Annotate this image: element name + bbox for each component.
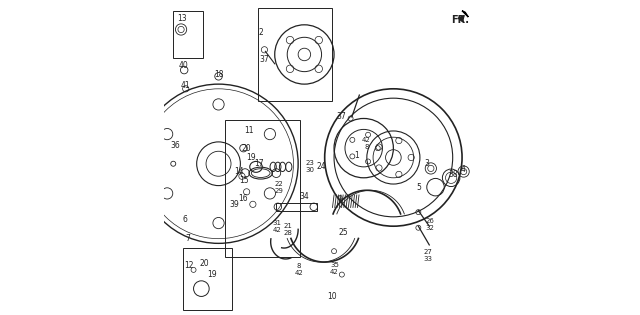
Text: 16: 16	[238, 194, 248, 203]
Text: 34: 34	[300, 192, 309, 201]
Text: 12: 12	[184, 261, 194, 270]
Text: 13: 13	[177, 14, 187, 23]
Text: 36: 36	[171, 140, 180, 150]
Text: 35
42: 35 42	[330, 262, 339, 275]
Text: 23
30: 23 30	[305, 160, 314, 173]
Text: 20: 20	[242, 144, 252, 153]
Text: 3: 3	[424, 159, 429, 168]
Text: 37: 37	[337, 112, 346, 121]
Bar	[173, 11, 203, 58]
Text: 38: 38	[448, 170, 458, 179]
Text: FR.: FR.	[451, 15, 469, 25]
Text: 6: 6	[182, 215, 188, 225]
Text: 40: 40	[179, 61, 189, 70]
Bar	[183, 248, 232, 311]
Text: 11: 11	[244, 126, 254, 135]
Text: 9: 9	[337, 195, 342, 204]
Bar	[225, 120, 300, 257]
Text: 15: 15	[239, 176, 248, 186]
Text: 19: 19	[207, 270, 217, 279]
Text: 4: 4	[461, 165, 465, 175]
Text: 5: 5	[417, 183, 422, 192]
Text: 2: 2	[258, 28, 263, 37]
Polygon shape	[462, 11, 468, 17]
Text: 1: 1	[354, 152, 358, 160]
Text: 26
32: 26 32	[426, 218, 435, 231]
Text: 20: 20	[200, 259, 209, 268]
Text: 41: 41	[181, 81, 191, 90]
Text: 25: 25	[338, 228, 348, 237]
Text: 37: 37	[260, 54, 269, 64]
Text: 10: 10	[327, 292, 337, 301]
Text: 31
42: 31 42	[273, 220, 282, 233]
Bar	[257, 8, 333, 101]
Bar	[276, 203, 317, 211]
Text: 21
28: 21 28	[284, 223, 292, 236]
Text: 17: 17	[254, 159, 264, 168]
Text: 22
29: 22 29	[275, 181, 284, 194]
Text: 14: 14	[234, 167, 244, 176]
Text: 18: 18	[214, 70, 224, 79]
Text: 42
8: 42 8	[362, 137, 371, 150]
Text: 19: 19	[246, 153, 256, 162]
Text: 24: 24	[316, 162, 326, 171]
Text: 27
33: 27 33	[424, 249, 433, 262]
Text: 39: 39	[230, 200, 239, 209]
Text: 8
42: 8 42	[294, 263, 303, 276]
Text: 7: 7	[185, 234, 190, 243]
